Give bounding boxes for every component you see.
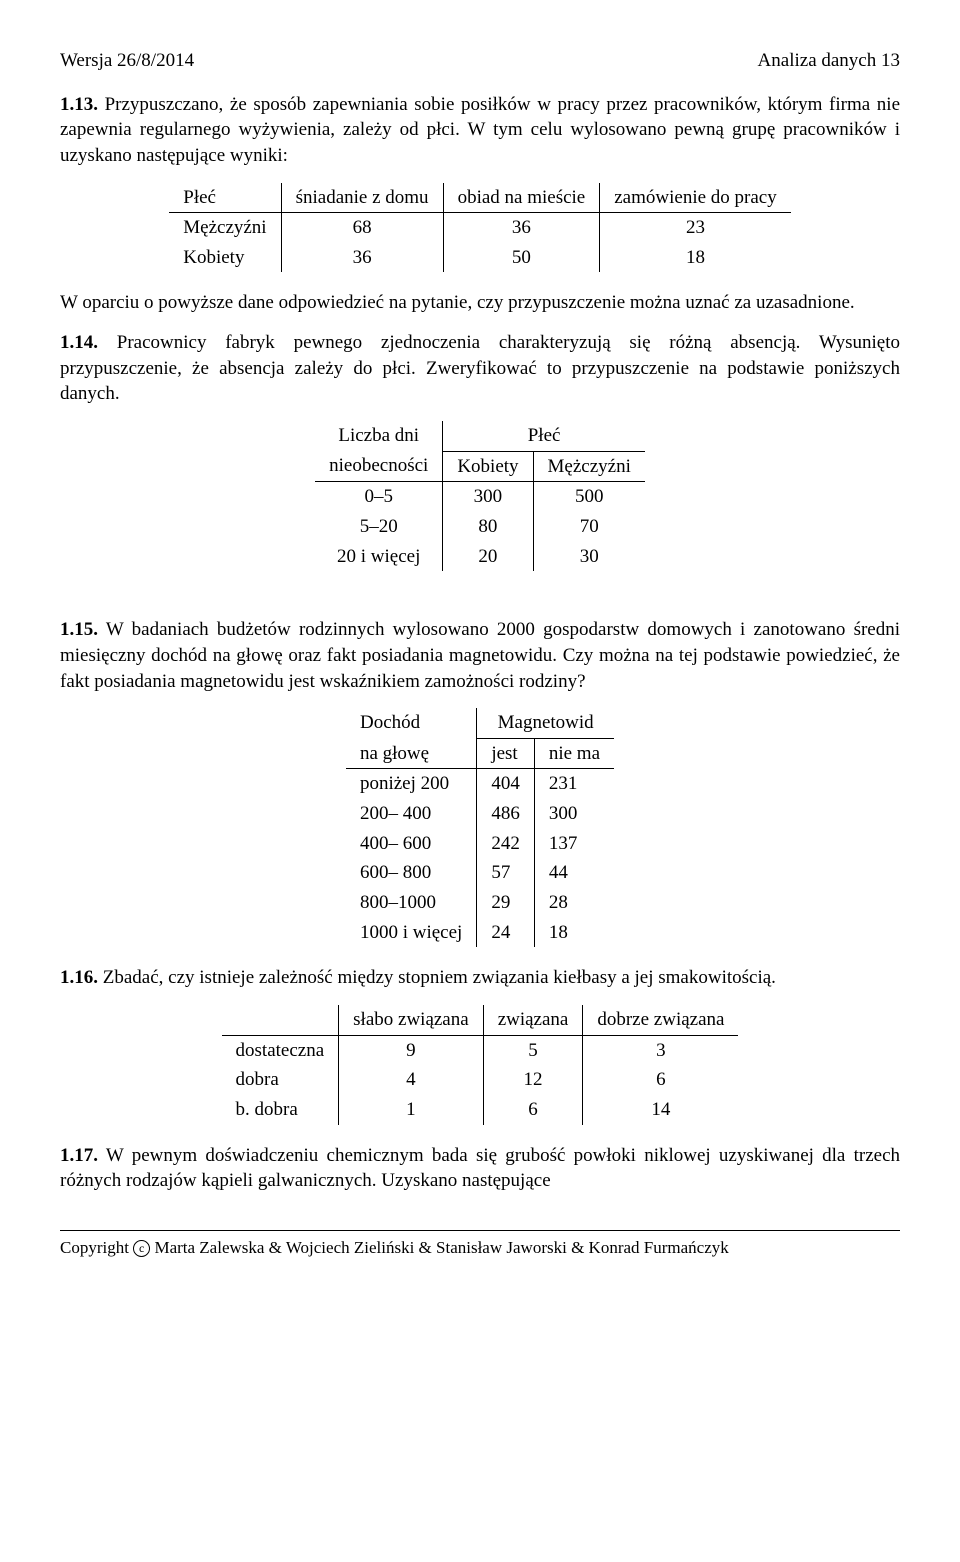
- table-cell: 200– 400: [346, 799, 477, 829]
- table-cell: 20: [443, 542, 533, 572]
- exercise-number: 1.17.: [60, 1145, 98, 1166]
- table-header: Kobiety: [443, 451, 533, 482]
- table-header: związana: [483, 1005, 583, 1035]
- exercise-1-14: 1.14. Pracownicy fabryk pewnego zjednocz…: [60, 330, 900, 407]
- table-cell: 6: [483, 1095, 583, 1125]
- exercise-text: W badaniach budżetów rodzinnych wylosowa…: [60, 619, 900, 691]
- table-cell: 24: [477, 918, 535, 948]
- table-header: Płeć: [443, 421, 645, 451]
- table-cell: 68: [281, 213, 443, 243]
- table-header: Mężczyźni: [533, 451, 645, 482]
- table-cell: 50: [443, 243, 600, 273]
- exercise-text: Przypuszczano, że sposób zapewniania sob…: [60, 94, 900, 166]
- table-header: śniadanie z domu: [281, 183, 443, 213]
- header-version: Wersja 26/8/2014: [60, 48, 194, 74]
- exercise-text: W pewnym doświadczeniu chemicznym bada s…: [60, 1145, 900, 1192]
- table-cell: 4: [339, 1065, 484, 1095]
- exercise-number: 1.15.: [60, 619, 98, 640]
- table-cell: poniżej 200: [346, 769, 477, 799]
- table-cell: 242: [477, 829, 535, 859]
- table-cell: 9: [339, 1035, 484, 1065]
- table-cell: 231: [534, 769, 614, 799]
- table-header: słabo związana: [339, 1005, 484, 1035]
- copyright-label: Copyright: [60, 1238, 129, 1257]
- table-cell: 0–5: [315, 482, 443, 512]
- table-cell: 80: [443, 512, 533, 542]
- exercise-text: Pracownicy fabryk pewnego zjednoczenia c…: [60, 332, 900, 404]
- table-header: nie ma: [534, 738, 614, 769]
- table-cell: b. dobra: [222, 1095, 339, 1125]
- table-cell: 5–20: [315, 512, 443, 542]
- table-cell: 70: [533, 512, 645, 542]
- table-cell: 36: [281, 243, 443, 273]
- table-cell: 20 i więcej: [315, 542, 443, 572]
- copyright-icon: c: [133, 1240, 150, 1257]
- table-cell: 137: [534, 829, 614, 859]
- exercise-number: 1.13.: [60, 94, 98, 115]
- table-cell: 36: [443, 213, 600, 243]
- table-header: na głowę: [346, 738, 477, 769]
- exercise-1-16: 1.16. Zbadać, czy istnieje zależność mię…: [60, 965, 900, 991]
- table-header: [222, 1005, 339, 1035]
- table-cell: 800–1000: [346, 888, 477, 918]
- table-header: Dochód: [346, 708, 477, 738]
- table-cell: 1000 i więcej: [346, 918, 477, 948]
- exercise-1-13: 1.13. Przypuszczano, że sposób zapewnian…: [60, 92, 900, 169]
- table-cell: 44: [534, 858, 614, 888]
- table-cell: 30: [533, 542, 645, 572]
- page-header: Wersja 26/8/2014 Analiza danych 13: [60, 48, 900, 74]
- table-header: obiad na mieście: [443, 183, 600, 213]
- table-cell: 400– 600: [346, 829, 477, 859]
- table-cell: 18: [534, 918, 614, 948]
- exercise-1-13-tail: W oparciu o powyższe dane odpowiedzieć n…: [60, 290, 900, 316]
- table-cell: 600– 800: [346, 858, 477, 888]
- exercise-number: 1.14.: [60, 332, 98, 353]
- table-cell: Mężczyźni: [169, 213, 281, 243]
- table-header: jest: [477, 738, 535, 769]
- table-cell: 300: [534, 799, 614, 829]
- table-cell: 29: [477, 888, 535, 918]
- table-header: Liczba dni: [315, 421, 443, 451]
- table-cell: 57: [477, 858, 535, 888]
- table-cell: 14: [583, 1095, 739, 1125]
- table-cell: 3: [583, 1035, 739, 1065]
- table-cell: dobra: [222, 1065, 339, 1095]
- table-cell: 28: [534, 888, 614, 918]
- exercise-text: Zbadać, czy istnieje zależność między st…: [98, 967, 776, 988]
- table-cell: 5: [483, 1035, 583, 1065]
- table-cell: 404: [477, 769, 535, 799]
- table-header: nieobecności: [315, 451, 443, 482]
- table-header: Płeć: [169, 183, 281, 213]
- table-cell: dostateczna: [222, 1035, 339, 1065]
- table-header: Magnetowid: [477, 708, 614, 738]
- table-cell: 486: [477, 799, 535, 829]
- table-cell: 12: [483, 1065, 583, 1095]
- page-footer: Copyright c Marta Zalewska & Wojciech Zi…: [60, 1230, 900, 1260]
- exercise-number: 1.16.: [60, 967, 98, 988]
- table-cell: Kobiety: [169, 243, 281, 273]
- exercise-1-17: 1.17. W pewnym doświadczeniu chemicznym …: [60, 1143, 900, 1194]
- table-cell: 18: [600, 243, 791, 273]
- table-1-14: Liczba dni Płeć nieobecności Kobiety Męż…: [315, 421, 645, 571]
- header-title-page: Analiza danych 13: [758, 48, 900, 74]
- table-cell: 1: [339, 1095, 484, 1125]
- exercise-1-15: 1.15. W badaniach budżetów rodzinnych wy…: [60, 617, 900, 694]
- copyright-names: Marta Zalewska & Wojciech Zieliński & St…: [154, 1238, 728, 1257]
- table-cell: 23: [600, 213, 791, 243]
- table-header: zamówienie do pracy: [600, 183, 791, 213]
- table-cell: 300: [443, 482, 533, 512]
- table-cell: 6: [583, 1065, 739, 1095]
- table-1-15: Dochód Magnetowid na głowę jest nie ma p…: [346, 708, 614, 947]
- table-header: dobrze związana: [583, 1005, 739, 1035]
- table-1-13: Płeć śniadanie z domu obiad na mieście z…: [169, 183, 790, 273]
- table-1-16: słabo związana związana dobrze związana …: [222, 1005, 739, 1125]
- table-cell: 500: [533, 482, 645, 512]
